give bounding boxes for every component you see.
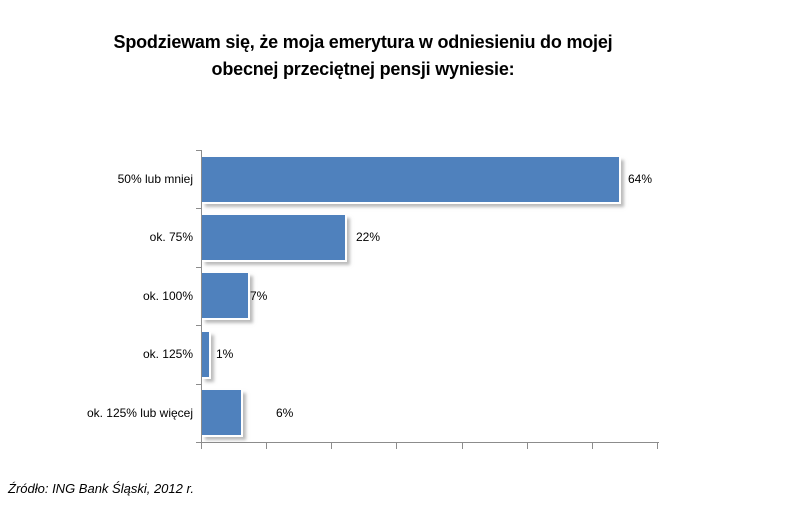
x-axis-tick [592, 443, 593, 449]
bar-ok. 125% lub więcej [202, 390, 243, 437]
category-label: ok. 125% lub więcej [86, 406, 193, 420]
value-label: 64% [628, 172, 653, 186]
bar-ok. 100% [202, 273, 250, 320]
y-axis [201, 150, 202, 443]
category-label: ok. 100% [142, 289, 193, 303]
x-axis-tick [201, 443, 202, 449]
y-axis-tick [196, 325, 202, 326]
x-axis-tick [462, 443, 463, 449]
y-axis-tick [196, 208, 202, 209]
y-axis-tick [196, 150, 202, 151]
category-label: ok. 125% [142, 347, 193, 361]
category-label: ok. 75% [149, 230, 193, 244]
y-axis-tick [196, 384, 202, 385]
x-axis-tick [396, 443, 397, 449]
source-note: Źródło: ING Bank Śląski, 2012 r. [8, 481, 194, 496]
x-axis [196, 442, 659, 443]
x-axis-tick [657, 443, 658, 449]
chart-title: Spodziewam się, że moja emerytura w odni… [0, 29, 726, 83]
chart-title-line1: Spodziewam się, że moja emerytura w odni… [113, 32, 613, 52]
bar-ok. 75% [202, 215, 347, 262]
value-label: 6% [276, 406, 294, 420]
chart-title-line2: obecnej przeciętnej pensji wyniesie: [211, 59, 515, 79]
x-axis-tick [266, 443, 267, 449]
value-label: 22% [356, 230, 381, 244]
value-label: 7% [250, 289, 268, 303]
y-axis-tick [196, 442, 202, 443]
y-axis-tick [196, 267, 202, 268]
category-label: 50% lub mniej [117, 172, 193, 186]
x-axis-tick [527, 443, 528, 449]
bar-50% lub mniej [202, 157, 621, 204]
x-axis-tick [331, 443, 332, 449]
value-label: 1% [216, 347, 234, 361]
bar-ok. 125% [202, 332, 211, 379]
